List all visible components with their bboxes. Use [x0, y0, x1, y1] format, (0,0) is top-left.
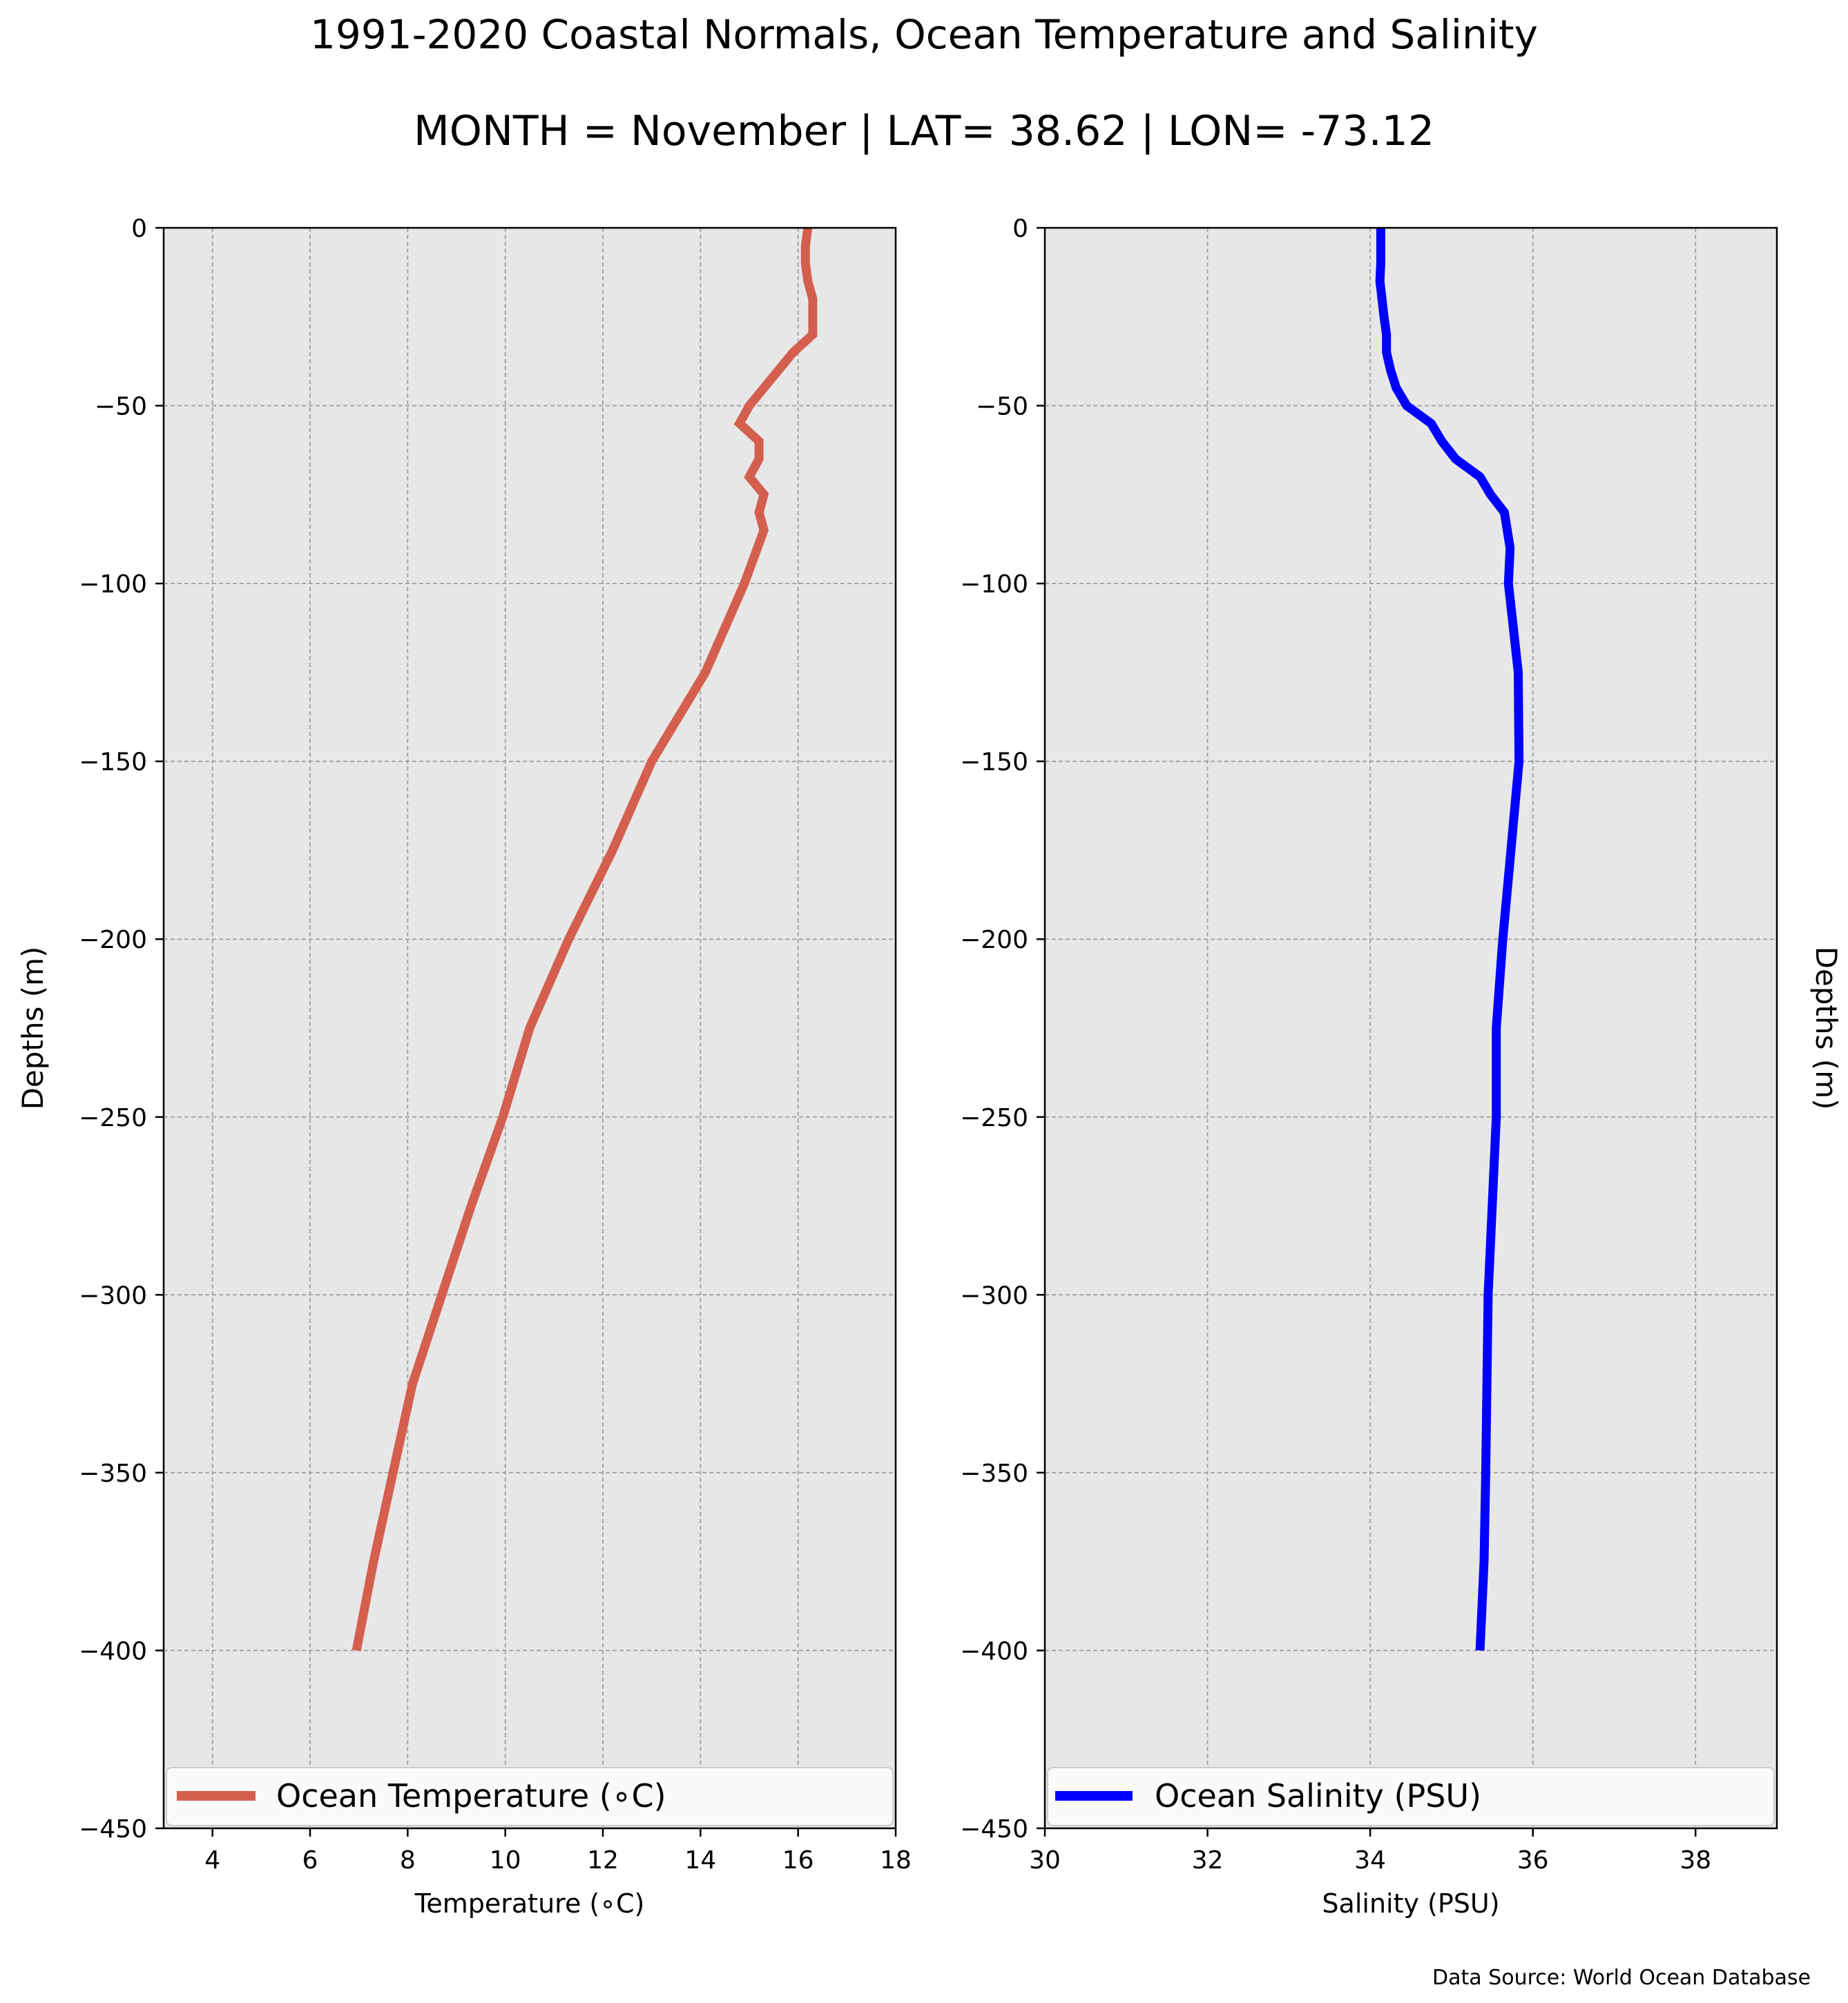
figure-title: 1991-2020 Coastal Normals, Ocean Tempera…: [310, 11, 1538, 58]
temperature-x-tick-label: 4: [204, 1846, 220, 1875]
salinity-y-tick-label: −150: [960, 748, 1028, 777]
salinity-legend-box: [1047, 1767, 1775, 1826]
salinity-x-tick-label: 36: [1517, 1846, 1549, 1875]
temperature-legend-label: Ocean Temperature (∘C): [276, 1777, 666, 1815]
temperature-legend: Ocean Temperature (∘C): [166, 1767, 894, 1826]
temperature-ticks: 4 6 8 10 12 14 16 18 0 −50 −100 −150 −200 −250 −300 −35…: [79, 215, 912, 1875]
salinity-plot-frame: [1043, 226, 1778, 1830]
salinity-y-tick-label: −200: [960, 926, 1028, 954]
temperature-legend-box: [166, 1767, 894, 1826]
temperature-y-tick-label: −400: [79, 1637, 147, 1665]
temperature-x-tick-label: 12: [587, 1846, 619, 1875]
salinity-y-tick-label: −300: [960, 1281, 1028, 1310]
temperature-y-tick-label: −150: [79, 748, 147, 777]
temperature-grid: [164, 228, 896, 1828]
salinity-x-tick-label: 38: [1679, 1846, 1711, 1875]
temperature-y-tick-label: 0: [131, 215, 147, 243]
salinity-x-tick-label: 30: [1029, 1846, 1061, 1875]
temperature-profile-line: [352, 227, 818, 1652]
salinity-y-tick-label: −100: [960, 570, 1028, 599]
temperature-panel: 4 6 8 10 12 14 16 18 0 −50 −100 −150 −200 −250 −300 −35…: [79, 215, 912, 1919]
salinity-panel: 30 32 34 36 38 0 −50 −100 −150 −200 −250 −300 −350 −4…: [960, 215, 1778, 1919]
salinity-y-tick-label: −350: [960, 1460, 1028, 1488]
temperature-y-tick-label: −200: [79, 926, 147, 954]
salinity-y-tick-label: −50: [976, 393, 1028, 421]
left-y-axis-label: Depths (m): [16, 947, 50, 1110]
temperature-y-tick-label: −450: [79, 1815, 147, 1844]
temperature-y-tick-label: −250: [79, 1104, 147, 1132]
temperature-x-tick-label: 18: [880, 1846, 912, 1875]
temperature-y-tick-label: −50: [95, 393, 147, 421]
salinity-y-tick-label: −450: [960, 1815, 1028, 1844]
salinity-y-tick-label: 0: [1012, 215, 1028, 243]
right-y-axis-label: Depths (m): [1809, 947, 1843, 1110]
salinity-x-axis-label: Salinity (PSU): [1322, 1888, 1499, 1919]
temperature-series: [352, 227, 818, 1652]
temperature-plot-frame: [162, 226, 897, 1830]
salinity-profile-line: [1375, 228, 1524, 1651]
temperature-y-tick-label: −350: [79, 1460, 147, 1488]
temperature-x-axis-label: Temperature (∘C): [414, 1888, 645, 1919]
salinity-series: [1375, 228, 1524, 1651]
temperature-x-tick-label: 8: [400, 1846, 416, 1875]
salinity-y-tick-label: −400: [960, 1637, 1028, 1665]
data-source-note: Data Source: World Ocean Database: [1432, 1966, 1811, 1990]
salinity-y-tick-label: −250: [960, 1104, 1028, 1132]
salinity-ticks: 30 32 34 36 38 0 −50 −100 −150 −200 −250 −300 −350 −4…: [960, 215, 1711, 1875]
salinity-x-tick-label: 32: [1192, 1846, 1224, 1875]
temperature-x-tick-label: 16: [782, 1846, 814, 1875]
salinity-plot-area: [1045, 228, 1777, 1828]
salinity-legend: Ocean Salinity (PSU): [1047, 1767, 1775, 1826]
temperature-y-tick-label: −100: [79, 570, 147, 599]
temperature-x-tick-label: 6: [302, 1846, 318, 1875]
salinity-legend-label: Ocean Salinity (PSU): [1155, 1777, 1481, 1815]
temperature-x-tick-label: 10: [490, 1846, 521, 1875]
temperature-x-tick-label: 14: [684, 1846, 716, 1875]
figure-subtitle: MONTH = November | LAT= 38.62 | LON= -73…: [414, 107, 1434, 155]
temperature-y-tick-label: −300: [79, 1281, 147, 1310]
salinity-x-tick-label: 34: [1354, 1846, 1386, 1875]
